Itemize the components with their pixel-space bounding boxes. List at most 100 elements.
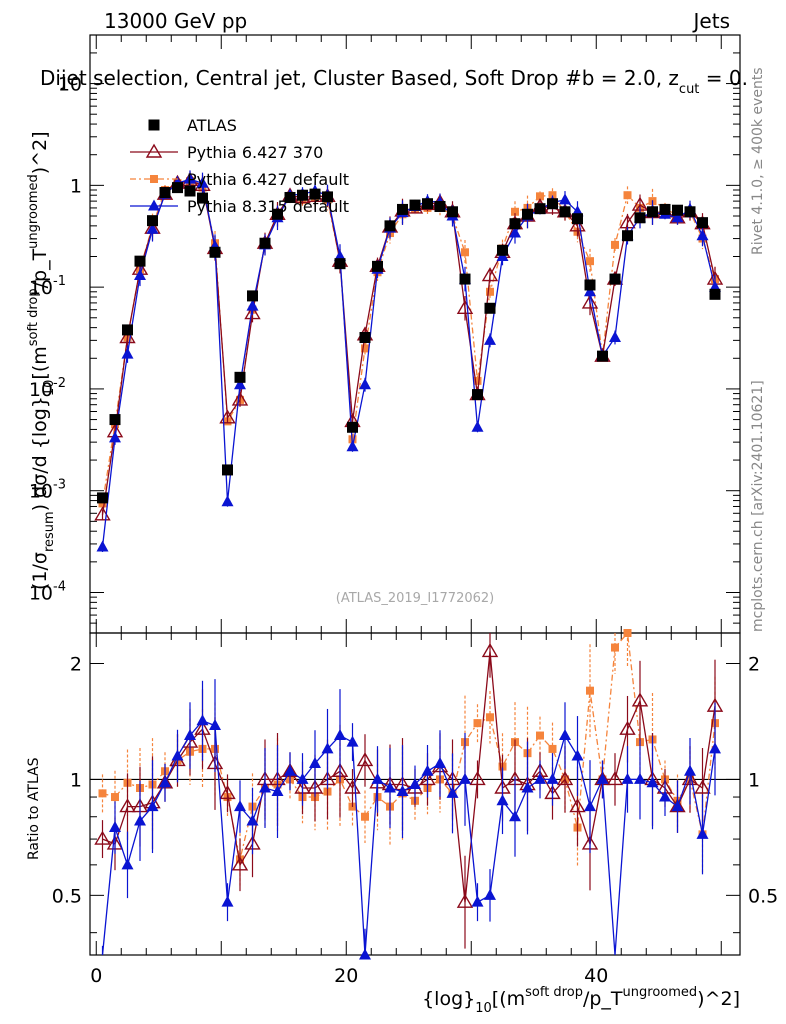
data-point-ratio [346, 735, 359, 747]
data-point-ratio [631, 692, 649, 707]
data-point-main [522, 208, 533, 220]
data-point-main [372, 260, 383, 272]
y-tick-label-ratio-right: 0.5 [748, 885, 778, 907]
data-point-main [547, 198, 558, 210]
data-point-ratio [634, 772, 646, 784]
data-point-ratio [371, 772, 384, 784]
data-point-main [672, 204, 683, 216]
data-point-ratio [159, 776, 171, 788]
legend-entry-py6_def: Pythia 6.427 default [130, 170, 349, 189]
y-tick-label-ratio: 2 [70, 653, 82, 675]
data-point-ratio [409, 778, 421, 790]
data-point-main [347, 421, 358, 433]
data-point-main [359, 332, 371, 344]
data-point-ratio [421, 764, 434, 776]
data-point-ratio [556, 771, 574, 786]
x-tick-label: 20 [334, 965, 358, 987]
data-point-main [209, 246, 221, 258]
data-point-ratio [334, 729, 346, 741]
data-point-main [697, 217, 708, 229]
data-point-main [581, 294, 599, 309]
data-point-main [584, 279, 596, 291]
data-point-ratio [548, 744, 557, 753]
data-point-main [584, 285, 596, 297]
data-point-main [509, 226, 521, 238]
plot-title: Dijet selection, Central jet, Cluster Ba… [40, 66, 748, 97]
data-point-main [119, 329, 136, 344]
data-point-main [609, 273, 621, 285]
label-text: )^2] [29, 131, 51, 174]
label-text: /p_T [583, 988, 623, 1010]
data-point-main [671, 211, 684, 223]
label-subscript: 10 [42, 380, 57, 397]
data-point-ratio [446, 786, 459, 798]
x-tick-label: 0 [90, 965, 102, 987]
data-point-ratio [146, 800, 159, 812]
legend-label: ATLAS [187, 116, 237, 135]
data-point-main [196, 176, 209, 188]
y-tick-label-base: 10 [29, 582, 53, 604]
data-point-main [497, 244, 508, 256]
y-axis-label-main: (1/σresum) dσ/d {log}10[(msoft drop/p_Tu… [26, 131, 57, 590]
x-tick-label: 40 [584, 965, 608, 987]
data-point-main [548, 191, 557, 200]
data-point-main [472, 389, 483, 401]
y-tick-label-main: 10 [58, 74, 82, 96]
data-point-ratio [709, 742, 721, 754]
data-point-main [219, 409, 236, 424]
data-point-main [109, 414, 121, 426]
data-point-ratio [684, 764, 696, 776]
data-point-main [284, 191, 296, 203]
data-point-main [361, 344, 369, 353]
data-point-main [434, 200, 446, 212]
data-point-main [134, 255, 146, 267]
y-tick-label-main: 10-4 [29, 579, 66, 604]
data-point-main [109, 431, 121, 443]
data-point-main [234, 378, 246, 390]
data-point-ratio [569, 798, 586, 813]
data-point-main [231, 391, 249, 406]
data-point-main [473, 376, 482, 385]
label-superscript: ungroomed [623, 985, 698, 1000]
legend-marker [148, 199, 160, 211]
analysis-watermark: (ATLAS_2019_I1772062) [336, 591, 494, 606]
data-point-ratio [321, 742, 334, 754]
data-point-main [134, 269, 146, 281]
y-tick-label-base: 10 [29, 379, 53, 401]
data-point-ratio [521, 781, 534, 793]
label-superscript: ungroomed [26, 174, 41, 249]
data-point-main [647, 206, 658, 218]
data-point-ratio [344, 779, 361, 794]
data-point-main [359, 378, 371, 390]
data-point-main [486, 287, 494, 296]
data-point-ratio [534, 772, 546, 784]
data-point-main [447, 206, 458, 218]
data-point-main [197, 192, 208, 204]
legend-marker [150, 175, 158, 183]
data-point-main [623, 191, 632, 200]
data-point-main [534, 203, 546, 215]
data-point-ratio [621, 772, 634, 784]
data-point-ratio [234, 800, 246, 812]
y-tick-label-ratio-right: 2 [748, 653, 760, 675]
data-point-main [384, 220, 396, 232]
data-point-ratio [559, 729, 571, 741]
data-point-ratio [481, 643, 499, 658]
series-py8 [96, 170, 721, 960]
data-point-ratio [606, 771, 624, 786]
data-point-ratio [209, 719, 221, 731]
data-point-main [409, 199, 421, 211]
data-point-main [572, 213, 583, 225]
energy-label: 13000 GeV pp [104, 9, 247, 33]
data-point-main [484, 333, 496, 345]
series-atlas [97, 182, 721, 504]
y-tick-label-base: 10 [58, 74, 82, 96]
data-point-main [122, 324, 133, 336]
data-point-main [456, 299, 474, 314]
data-point-ratio [473, 719, 482, 728]
data-point-ratio [109, 821, 121, 833]
data-point-ratio [121, 858, 134, 870]
data-point-main [222, 464, 233, 476]
series-line-main [101, 180, 716, 504]
